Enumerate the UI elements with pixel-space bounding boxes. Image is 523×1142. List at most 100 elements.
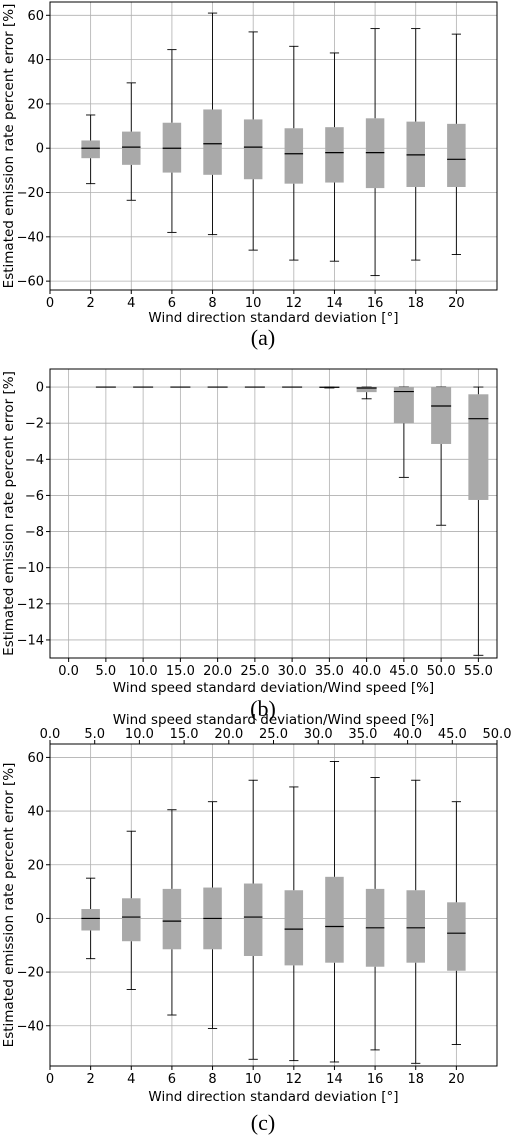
chart-panel-b: 0.0 5.0 10.0 15.0 20.0 25.0 30.0 35.0 40.0 45.0 50… [1, 368, 498, 721]
x-tick-label: 0.0 [58, 664, 79, 679]
box-16 [365, 28, 385, 277]
x2-tick-label: 5.0 [84, 727, 105, 742]
box-14 [325, 52, 344, 262]
x2-tick-label: 35.0 [348, 727, 377, 742]
box-iqr [243, 119, 263, 180]
box-iqr [81, 909, 100, 931]
box-2 [81, 877, 100, 960]
y-tick-label: −20 [17, 966, 44, 981]
x-axis-label: Wind speed standard deviation/Wind speed… [113, 680, 434, 696]
box-6 [162, 49, 182, 233]
box-20 [447, 33, 466, 256]
box-15 [170, 386, 191, 388]
x-tick-label: 14 [326, 296, 343, 311]
y-axis-label: Estimated emission rate percent error [%… [1, 371, 17, 656]
x-tick-label: 0 [46, 296, 54, 311]
y-tick-label: −6 [25, 489, 44, 504]
box-12 [284, 45, 304, 261]
x2-tick-label: 0.0 [40, 727, 61, 742]
box-45 [393, 386, 414, 478]
x-tick-label: 4 [127, 296, 135, 311]
x2-tick-label: 30.0 [304, 727, 333, 742]
y-tick-label: −2 [25, 417, 44, 432]
panel-label: (c) [251, 1110, 275, 1135]
x-tick-label: 2 [86, 296, 94, 311]
x-tick-label: 14 [326, 1072, 343, 1087]
x-tick-label: 20 [448, 1072, 465, 1087]
box-iqr [122, 131, 141, 165]
x-tick-label: 50.0 [427, 664, 456, 679]
x-tick-label: 15.0 [166, 664, 195, 679]
plot-frame [49, 743, 498, 1067]
x-axis-label: Wind direction standard deviation [°] [148, 1089, 398, 1105]
x-tick-label: 5.0 [96, 664, 117, 679]
box-iqr [431, 387, 452, 444]
box-55 [468, 386, 489, 656]
x-tick-label: 8 [208, 1072, 216, 1087]
y-tick-label: −12 [17, 597, 44, 612]
box-20 [447, 801, 466, 1045]
box-10 [243, 779, 263, 1060]
x-tick-label: 10 [245, 1072, 262, 1087]
x-tick-label: 55.0 [464, 664, 493, 679]
box-25 [244, 386, 265, 388]
x-tick-label: 12 [286, 296, 303, 311]
y-tick-label: −20 [17, 186, 44, 201]
y-tick-label: −40 [17, 230, 44, 245]
box-8 [203, 801, 222, 1029]
box-20 [207, 386, 228, 388]
y-tick-label: −4 [25, 453, 44, 468]
box-iqr [325, 127, 344, 183]
box-5 [95, 386, 116, 388]
box-40 [356, 386, 377, 400]
box-iqr [393, 387, 414, 424]
x2-tick-label: 50.0 [483, 727, 512, 742]
box-35 [319, 386, 340, 389]
y-axis-label: Estimated emission rate percent error [%… [1, 763, 17, 1048]
x-tick-label: 40.0 [352, 664, 381, 679]
y-tick-label: 60 [27, 751, 44, 766]
x2-tick-label: 25.0 [259, 727, 288, 742]
y-axis-label: Estimated emission rate percent error [%… [1, 4, 17, 289]
y-tick-label: −10 [17, 561, 44, 576]
box-50 [431, 386, 452, 526]
x-tick-label: 12 [286, 1072, 303, 1087]
x-tick-label: 0 [46, 1072, 54, 1087]
box-14 [325, 760, 344, 1063]
x2-axis-label: Wind speed standard deviation/Wind speed… [113, 712, 434, 728]
x-tick-label: 6 [168, 296, 176, 311]
y-tick-label: 20 [27, 858, 44, 873]
box-8 [203, 12, 222, 236]
x2-tick-label: 40.0 [393, 727, 422, 742]
x2-tick-label: 10.0 [125, 727, 154, 742]
box-18 [406, 779, 425, 1064]
x-axis-label: Wind direction standard deviation [°] [148, 310, 398, 326]
chart-panel-c: 0 2 4 6 8 10 12 14 16 18 20 −40 −20 0 20 40 60 0.0 5.0 10.0… [1, 712, 511, 1135]
plot-frame [49, 368, 498, 659]
x-tick-label: 18 [407, 296, 424, 311]
panel-label: (b) [250, 696, 276, 721]
box-iqr [284, 890, 304, 966]
x-tick-label: 4 [127, 1072, 135, 1087]
box-iqr [162, 888, 182, 950]
x-tick-label: 25.0 [240, 664, 269, 679]
y-tick-label: −60 [17, 275, 44, 290]
x-tick-label: 16 [367, 1072, 384, 1087]
box-18 [406, 28, 425, 261]
x-tick-label: 20 [448, 296, 465, 311]
box-iqr [81, 140, 100, 159]
box-12 [284, 786, 304, 1062]
y-tick-label: 40 [27, 805, 44, 820]
chart-panel-a: 0 2 4 6 8 10 12 14 16 18 20 −60 −40 −20 0 20 40 60 Wind di… [1, 1, 498, 350]
x-tick-label: 18 [407, 1072, 424, 1087]
y-tick-label: 60 [27, 9, 44, 24]
box-iqr [122, 898, 141, 942]
y-tick-label: −14 [17, 633, 44, 648]
x2-tick-label: 20.0 [214, 727, 243, 742]
box-4 [122, 830, 141, 990]
y-tick-label: 0 [36, 381, 44, 396]
y-tick-label: 0 [36, 142, 44, 157]
box-iqr [203, 109, 222, 175]
box-2 [81, 114, 100, 185]
x-tick-label: 35.0 [315, 664, 344, 679]
